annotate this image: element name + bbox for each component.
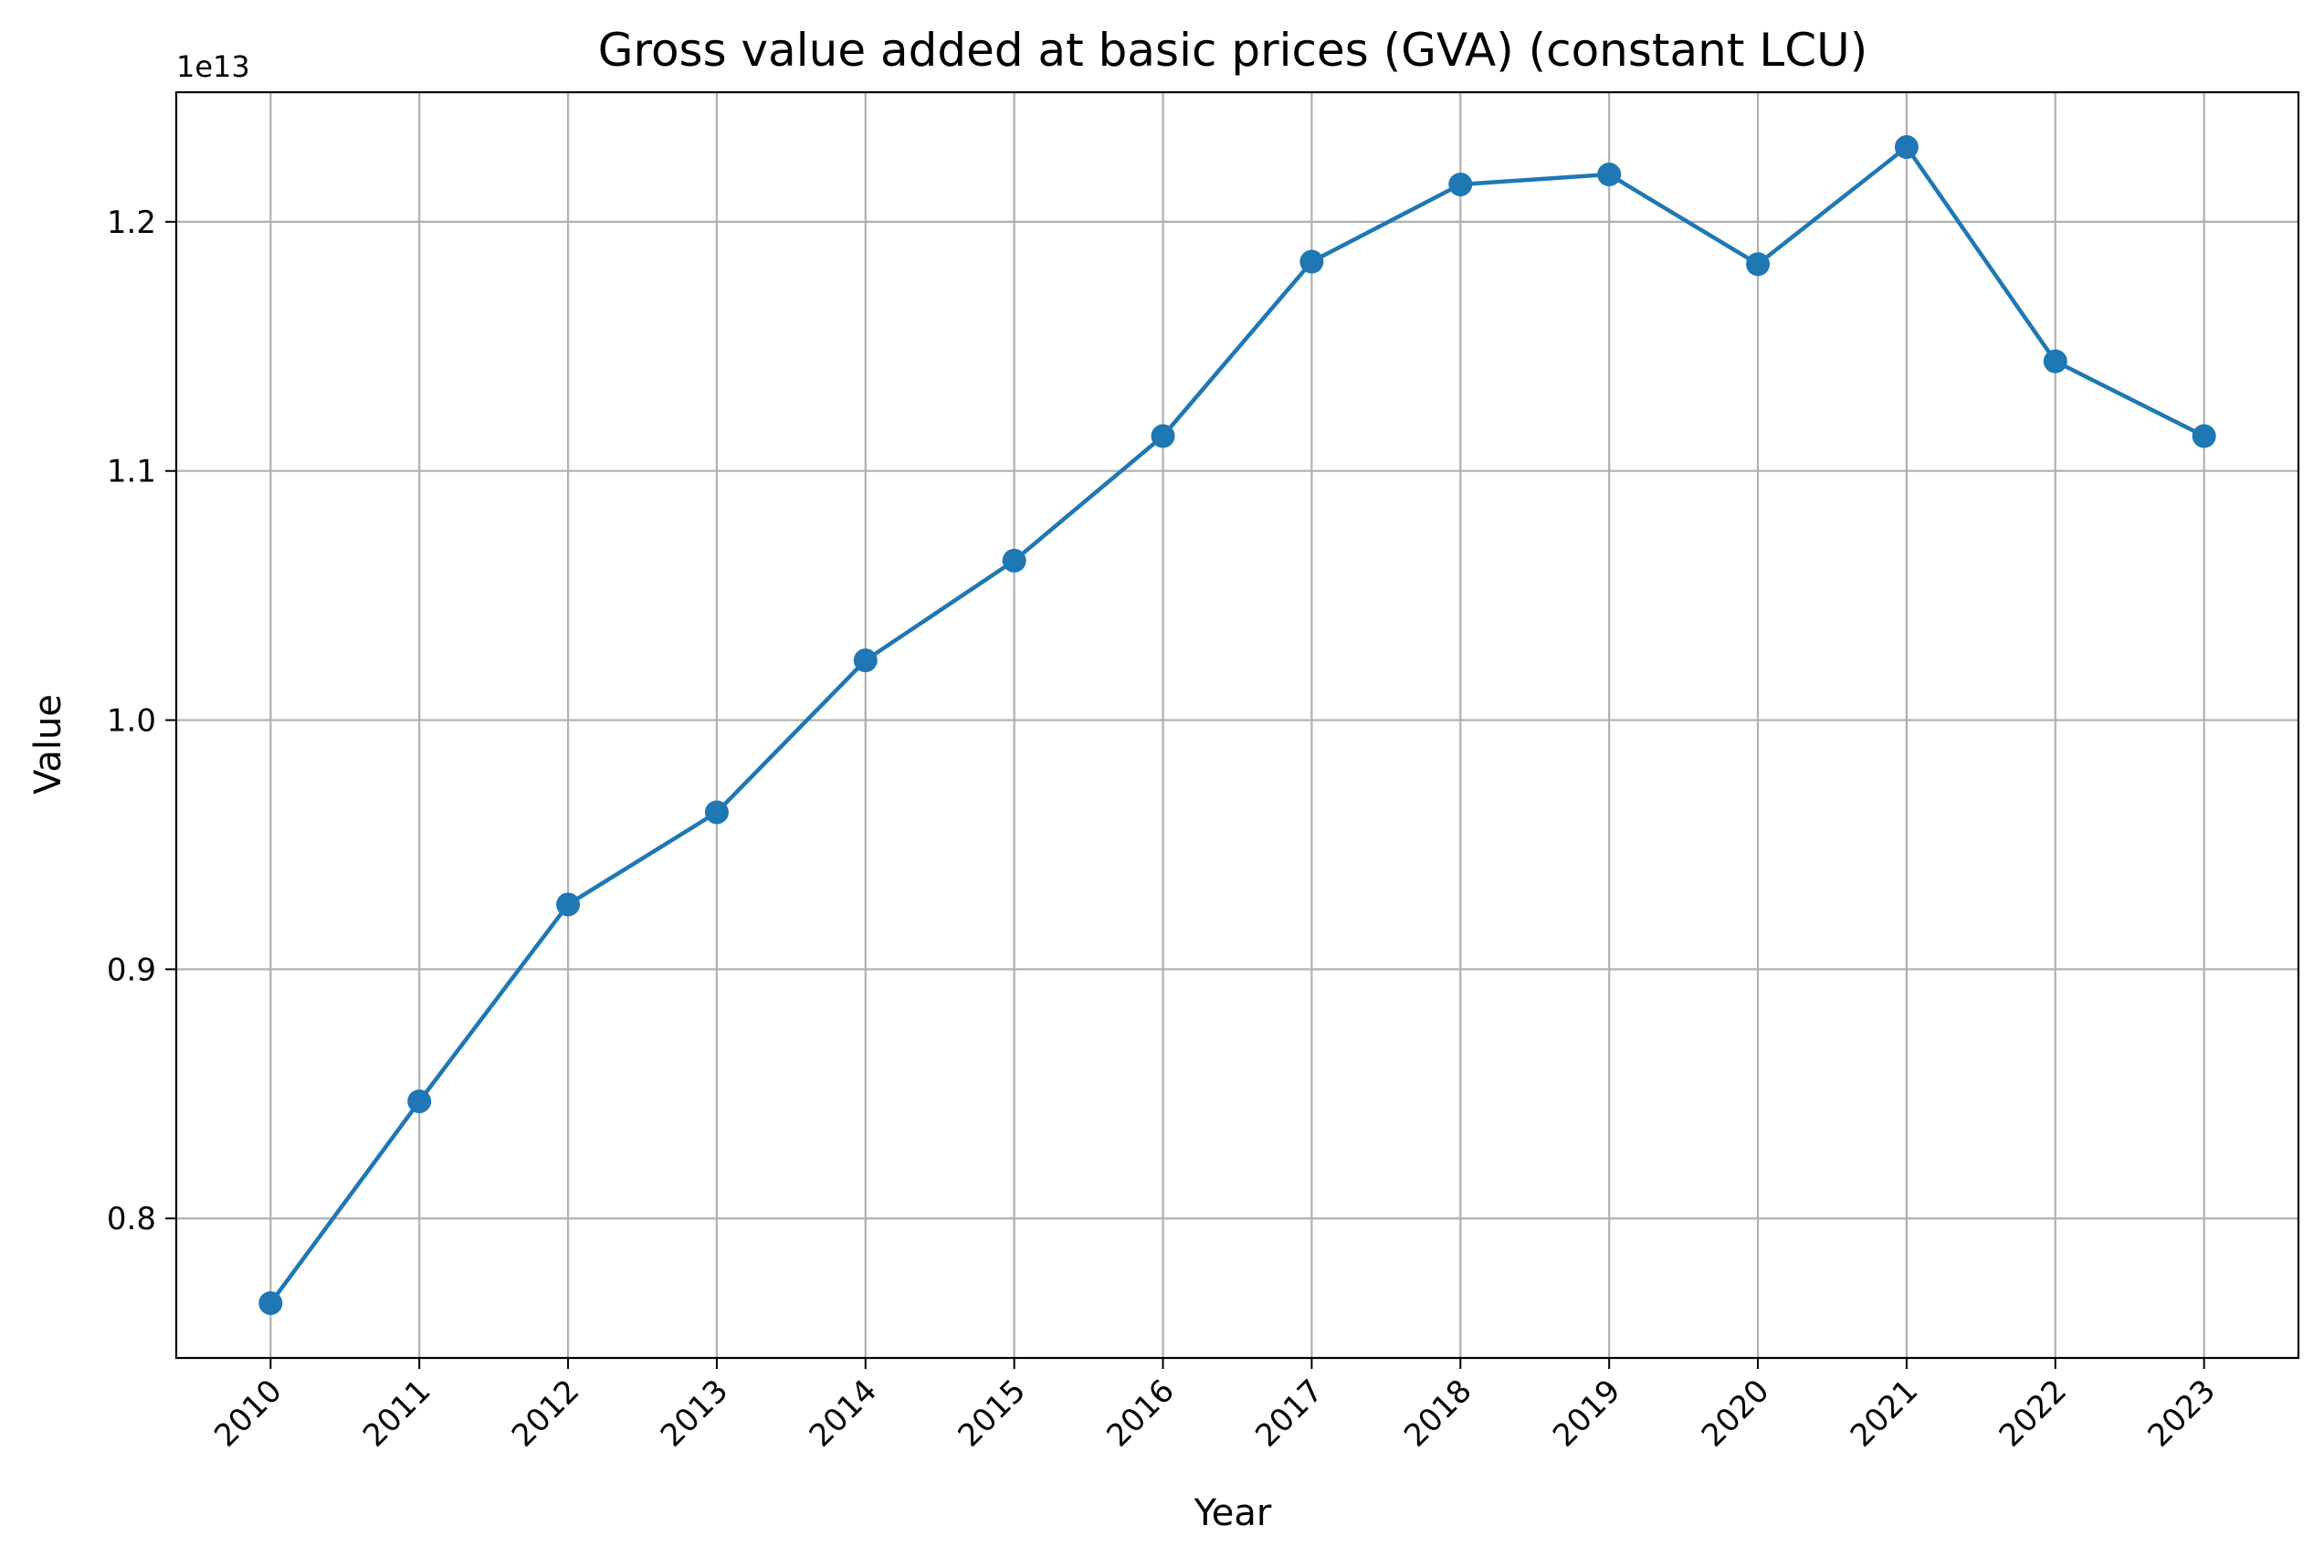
plot-frame (174, 90, 2300, 1360)
x-tick-label: 2010 (207, 1373, 289, 1454)
x-tick-label: 2014 (803, 1373, 884, 1454)
x-tick-label: 2015 (952, 1373, 1033, 1454)
x-tick-label: 2017 (1248, 1373, 1330, 1454)
y-tick-label: 0.8 (107, 1201, 156, 1237)
data-point (2043, 349, 2067, 374)
x-tick-label: 2021 (1844, 1373, 1925, 1454)
x-tick-label: 2013 (654, 1373, 735, 1454)
x-tick-label: 2018 (1397, 1373, 1478, 1454)
y-tick-label: 0.9 (107, 952, 156, 988)
y-tick-label: 1.2 (107, 205, 156, 241)
chart-title: Gross value added at basic prices (GVA) … (598, 24, 1867, 77)
data-point (407, 1089, 432, 1113)
x-tick-label: 2023 (2141, 1373, 2223, 1454)
data-point (1299, 249, 1324, 274)
series-line (268, 144, 2205, 1305)
y-tick-label: 1.1 (107, 454, 156, 490)
data-point (556, 892, 581, 917)
data-point (2192, 424, 2216, 448)
data-point (258, 1290, 283, 1315)
x-tick-label: 2019 (1546, 1373, 1627, 1454)
x-tick-label: 2022 (1993, 1373, 2074, 1454)
x-tick-label: 2016 (1099, 1373, 1181, 1454)
data-point (1002, 548, 1026, 573)
x-axis-label: Year (1194, 1492, 1272, 1534)
y-tick-label: 1.0 (107, 703, 156, 740)
series-group (258, 135, 2216, 1315)
data-point (1151, 424, 1175, 448)
y-axis-label: Value (27, 694, 69, 795)
x-tick-label: 2012 (505, 1373, 586, 1454)
grid (176, 92, 2298, 1358)
axis-ticks: 2010 2011 2012 2013 2014 2015 2016 2017 2018 2019… (107, 205, 2223, 1455)
x-tick-label: 2011 (356, 1373, 437, 1454)
x-tick-label: 2020 (1695, 1373, 1776, 1454)
data-point (1448, 172, 1473, 196)
data-point (704, 800, 729, 825)
y-axis-offset-label: 1e13 (176, 49, 250, 84)
data-point (1894, 135, 1919, 160)
data-point (1746, 252, 1771, 277)
data-point (853, 648, 878, 673)
data-point (1597, 163, 1622, 187)
